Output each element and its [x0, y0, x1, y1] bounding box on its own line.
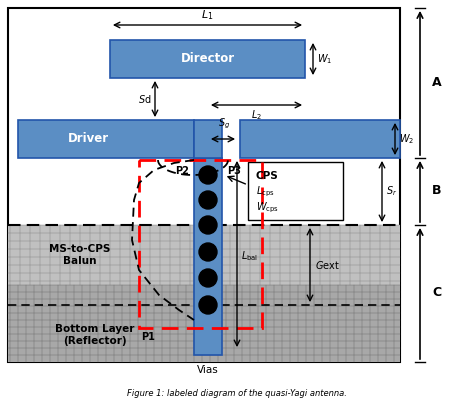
Text: P2: P2: [175, 166, 189, 176]
Circle shape: [199, 191, 217, 209]
Text: C: C: [432, 286, 441, 299]
Text: $G{\rm ext}$: $G{\rm ext}$: [315, 259, 340, 271]
Bar: [18, 120, 194, 158]
Text: $W_1$: $W_1$: [317, 52, 332, 66]
Text: $L_{\rm cps}$: $L_{\rm cps}$: [256, 185, 275, 199]
Circle shape: [199, 166, 217, 184]
Text: Bottom Layer
(Reflector): Bottom Layer (Reflector): [55, 324, 135, 346]
Text: Figure 1: labeled diagram of the quasi-Yagi antenna.: Figure 1: labeled diagram of the quasi-Y…: [127, 388, 347, 397]
Bar: [8, 225, 400, 285]
Circle shape: [199, 243, 217, 261]
Bar: [8, 285, 400, 362]
Circle shape: [199, 269, 217, 287]
Text: CPS: CPS: [256, 171, 279, 181]
Bar: [240, 120, 400, 158]
Bar: [194, 158, 222, 355]
Text: A: A: [432, 77, 442, 89]
Bar: [110, 40, 305, 78]
Bar: [194, 120, 222, 158]
Text: $S{\rm d}$: $S{\rm d}$: [137, 93, 151, 105]
Bar: [248, 162, 343, 220]
Text: $L_2$: $L_2$: [251, 108, 262, 122]
Circle shape: [199, 296, 217, 314]
Bar: [8, 8, 400, 362]
Text: $W_2$: $W_2$: [399, 132, 414, 146]
Circle shape: [199, 216, 217, 234]
Text: MS-to-CPS
Balun: MS-to-CPS Balun: [49, 244, 111, 266]
Text: $L_1$: $L_1$: [201, 8, 213, 22]
Text: Driver: Driver: [68, 133, 109, 146]
Text: $W_{\rm cps}$: $W_{\rm cps}$: [256, 201, 279, 215]
Text: Vias: Vias: [197, 365, 219, 375]
Text: P1: P1: [141, 332, 155, 342]
Text: P3: P3: [227, 166, 241, 176]
Text: B: B: [432, 184, 441, 197]
Bar: [139, 160, 262, 328]
Text: $S_r$: $S_r$: [386, 184, 397, 198]
Text: Director: Director: [181, 53, 235, 66]
Text: $S_g$: $S_g$: [218, 117, 230, 131]
Text: $L_{\rm bal}$: $L_{\rm bal}$: [241, 249, 258, 263]
